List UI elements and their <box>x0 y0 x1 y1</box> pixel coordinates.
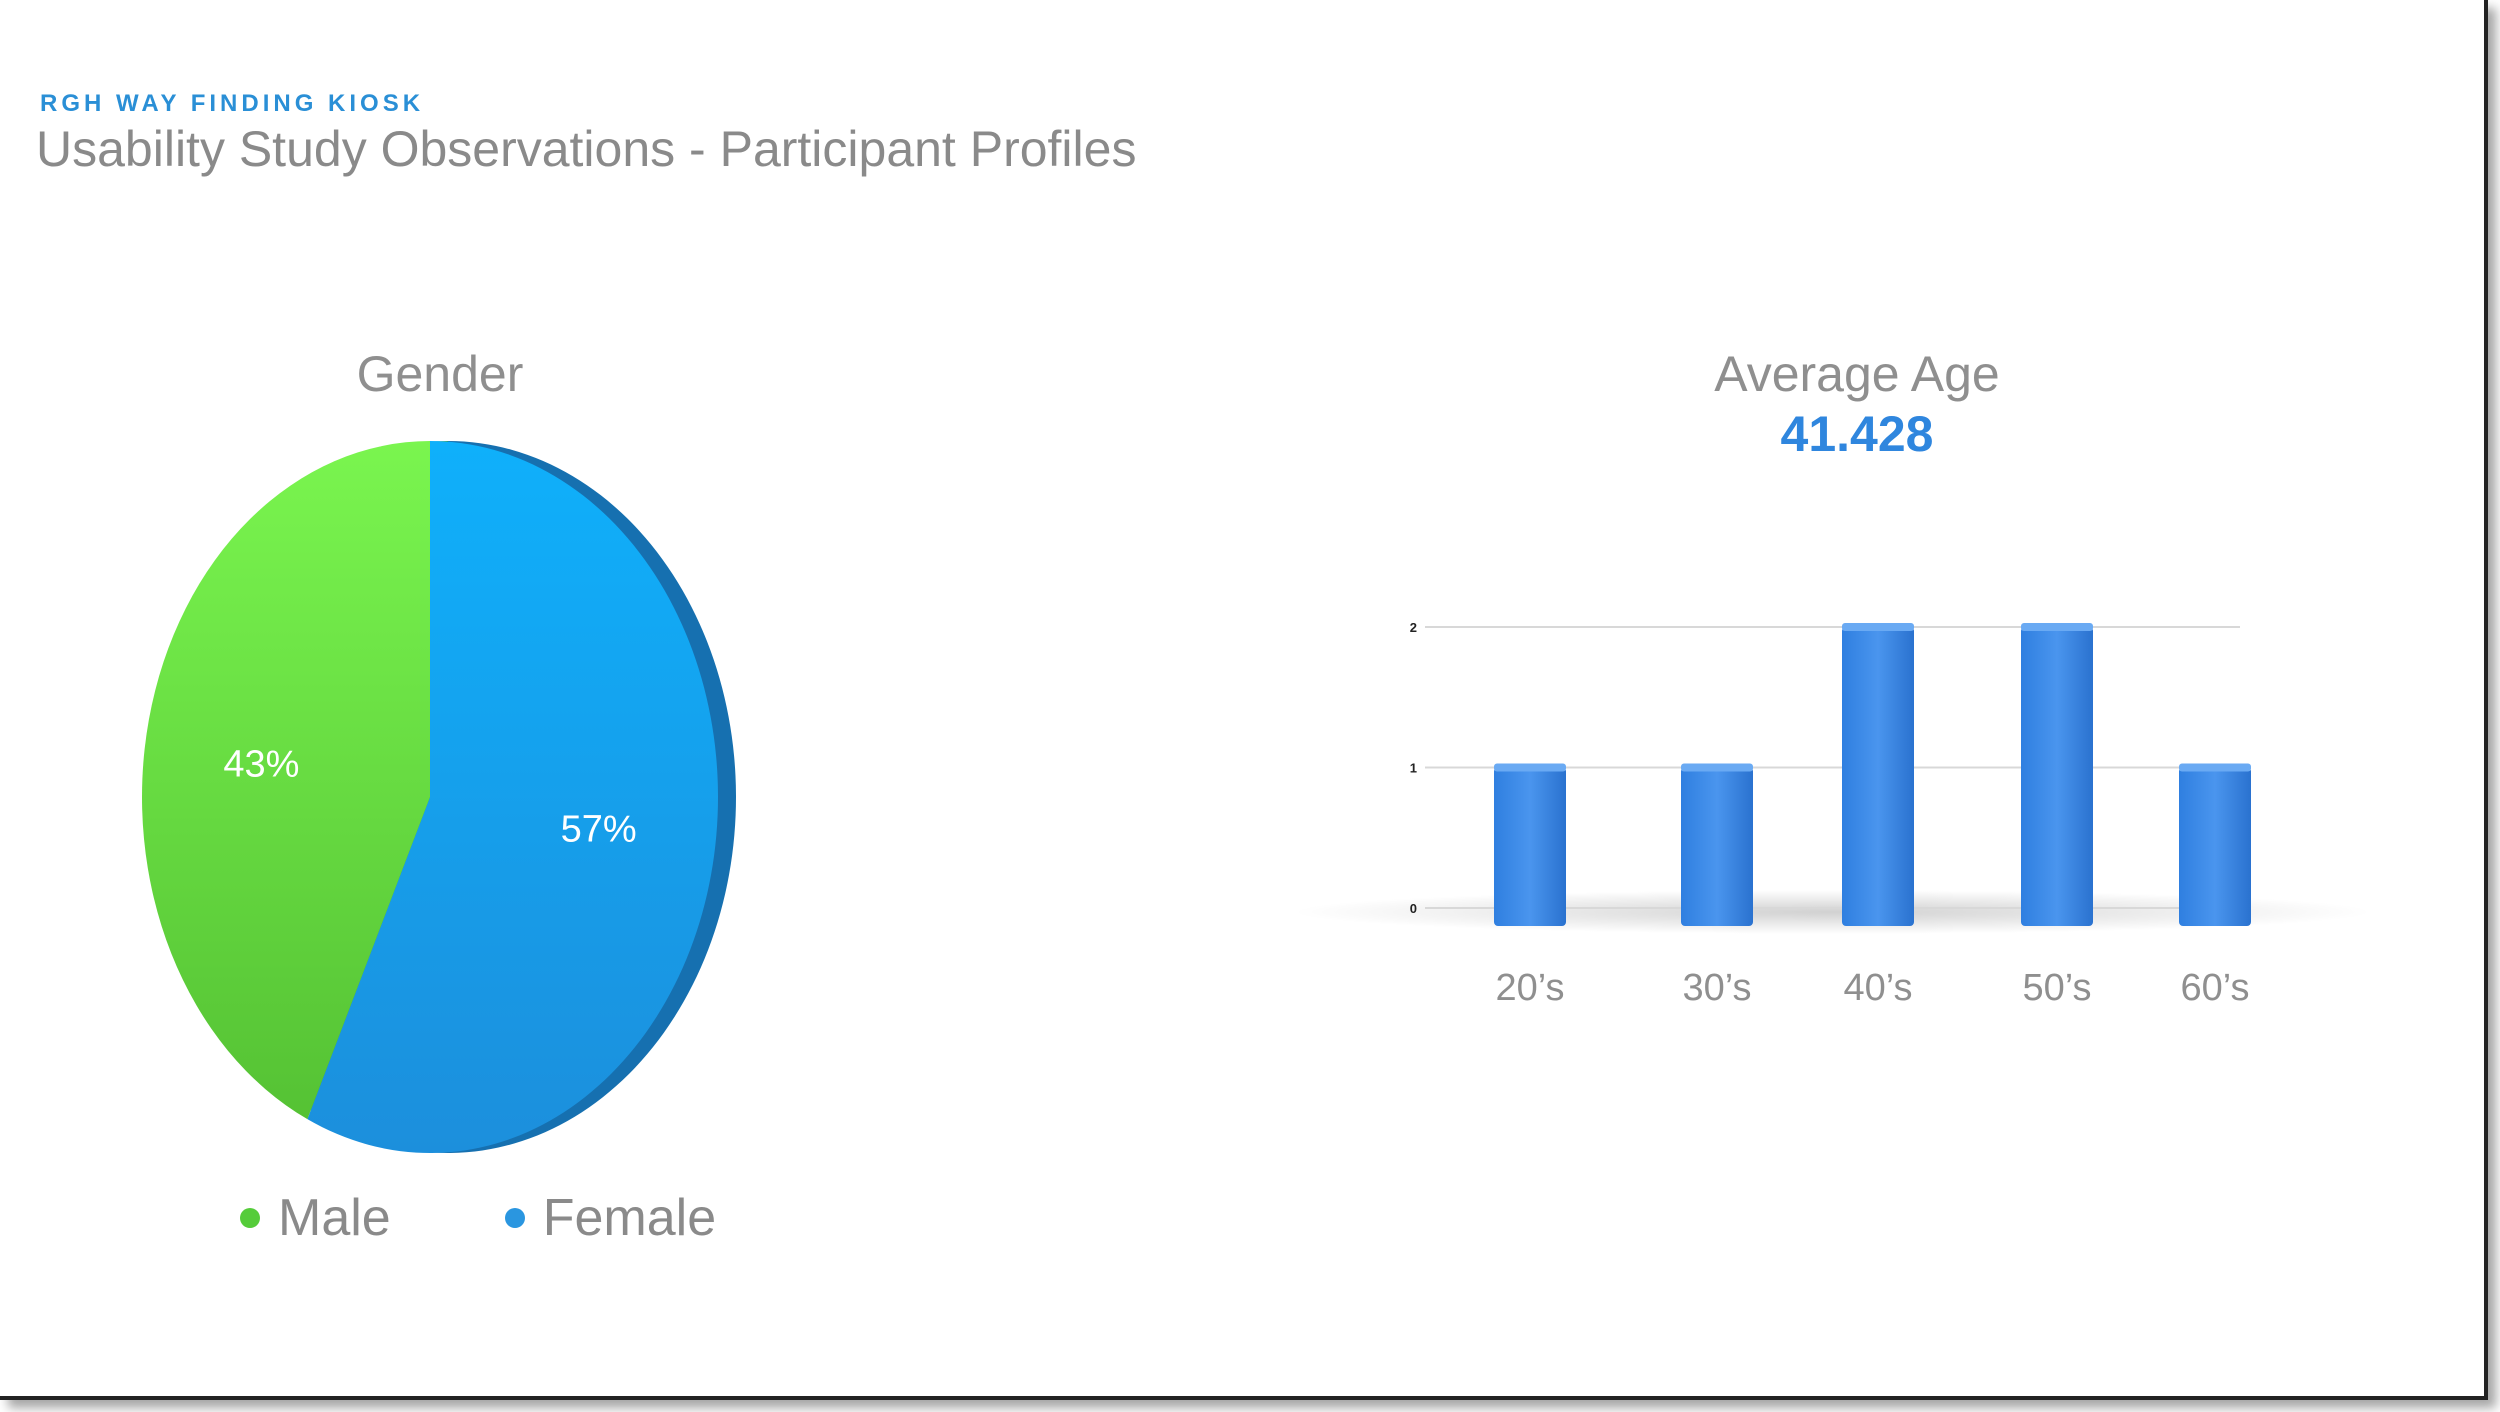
bar-cap-3 <box>1842 623 1914 631</box>
bar-cap-1 <box>1494 763 1566 772</box>
bar-cap-4 <box>2021 623 2093 631</box>
y-tick-label: 1 <box>1410 761 1417 776</box>
bar-1 <box>1494 767 1566 926</box>
legend-item-female: Female <box>504 1188 717 1248</box>
x-tick-label: 40’s <box>1843 967 1912 1009</box>
bar-4 <box>2021 627 2093 926</box>
x-tick-label: 30’s <box>1682 967 1751 1009</box>
legend-swatch-female <box>504 1208 525 1228</box>
pie-slice-male <box>142 441 430 1120</box>
pie-label-female: 57% <box>561 809 637 851</box>
pie-label-male: 43% <box>223 743 299 785</box>
legend-label-female: Female <box>542 1189 717 1247</box>
bar-cap-5 <box>2179 763 2251 772</box>
y-tick-label: 0 <box>1410 901 1417 916</box>
bar-2 <box>1681 767 1753 926</box>
bar-3 <box>1842 627 1914 926</box>
bar-chart-title: Average Age <box>1714 346 2000 402</box>
legend-swatch-male <box>240 1208 260 1228</box>
pie-chart-title: Gender <box>356 346 524 402</box>
pie-legend: Male Female <box>240 1188 716 1248</box>
bar-cap-2 <box>1681 763 1753 772</box>
pie-slice-female <box>307 441 718 1154</box>
slide-title: Usability Study Observations - Participa… <box>36 121 1137 177</box>
legend-label-male: Male <box>278 1189 391 1247</box>
x-tick-label: 60’s <box>2180 967 2249 1009</box>
bar-5 <box>2179 767 2251 926</box>
x-tick-label: 20’s <box>1495 967 1564 1009</box>
x-tick-label: 50’s <box>2022 967 2091 1009</box>
average-age-value: 41.428 <box>1780 406 1934 462</box>
legend-item-male: Male <box>240 1188 391 1248</box>
slide-kicker: RGH WAY FINDING KIOSK <box>40 90 425 117</box>
y-tick-label: 2 <box>1410 620 1417 635</box>
